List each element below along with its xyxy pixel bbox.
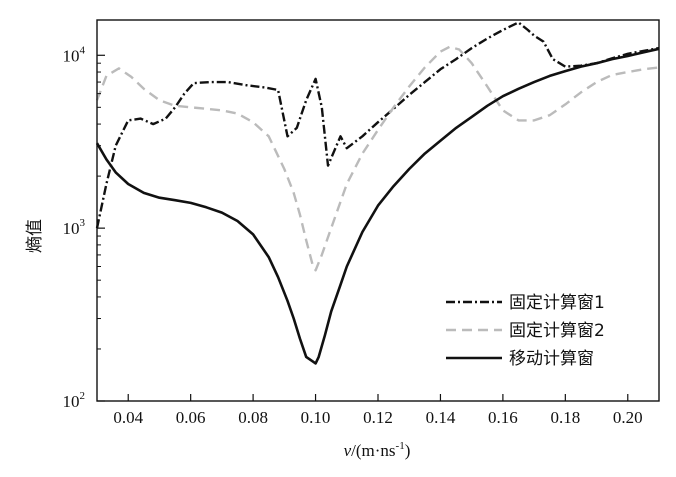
y-axis-ticks: 102 103 104: [63, 44, 105, 411]
x-tick-label: 0.08: [238, 408, 268, 427]
x-tick-label: 0.14: [426, 408, 456, 427]
legend: 固定计算窗1 固定计算窗2 移动计算窗: [446, 293, 605, 369]
y-tick-label: 102: [63, 390, 86, 411]
series-line-3: [95, 47, 660, 365]
x-axis-title: v/(m·ns-1): [344, 440, 411, 460]
x-axis-ticks: 0.04 0.06 0.08 0.10 0.12 0.14 0.16 0.18 0.20: [113, 394, 643, 427]
x-tick-label: 0.04: [113, 408, 143, 427]
legend-label-3: 移动计算窗: [509, 349, 594, 369]
x-tick-label: 0.18: [550, 408, 580, 427]
series-line-2: [95, 45, 660, 272]
x-tick-label: 0.20: [613, 408, 643, 427]
y-axis-title: 熵值: [25, 219, 44, 253]
x-tick-label: 0.16: [488, 408, 518, 427]
x-axis-title-variable: v: [344, 441, 352, 460]
y-tick-label: 103: [63, 217, 86, 238]
series-lines-layer: [95, 21, 660, 365]
x-tick-label: 0.06: [176, 408, 206, 427]
x-axis-title-superscript: -1: [396, 440, 405, 452]
legend-label-2: 固定计算窗2: [509, 321, 605, 341]
legend-label-1: 固定计算窗1: [509, 293, 605, 313]
legend-box: [420, 268, 656, 396]
x-tick-label: 0.12: [363, 408, 393, 427]
x-tick-label: 0.10: [301, 408, 331, 427]
x-axis-title-close: ): [405, 441, 411, 460]
y-tick-label: 104: [63, 44, 86, 65]
x-axis-title-unit: /(m·ns: [351, 441, 395, 460]
series-line-1: [95, 21, 660, 229]
